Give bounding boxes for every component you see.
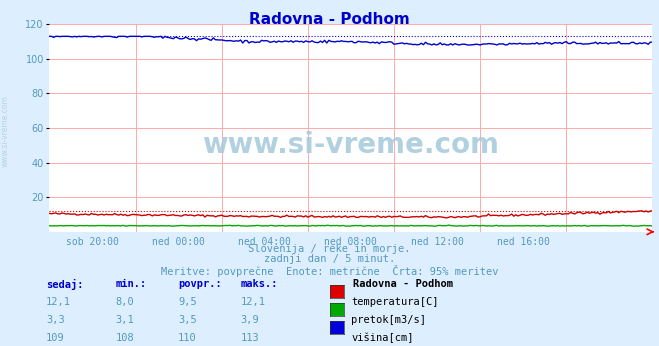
Text: ned 00:00: ned 00:00: [152, 237, 205, 247]
Text: Slovenija / reke in morje.: Slovenija / reke in morje.: [248, 244, 411, 254]
Text: sedaj:: sedaj:: [46, 279, 84, 290]
Text: www.si-vreme.com: www.si-vreme.com: [1, 95, 10, 167]
Text: 3,5: 3,5: [178, 315, 196, 325]
Text: ned 16:00: ned 16:00: [497, 237, 550, 247]
Text: 12,1: 12,1: [241, 297, 266, 307]
Text: 3,9: 3,9: [241, 315, 259, 325]
Text: 9,5: 9,5: [178, 297, 196, 307]
Text: 109: 109: [46, 333, 65, 343]
Text: višina[cm]: višina[cm]: [351, 333, 414, 343]
Text: 3,1: 3,1: [115, 315, 134, 325]
Text: temperatura[C]: temperatura[C]: [351, 297, 439, 307]
Text: ned 08:00: ned 08:00: [324, 237, 378, 247]
Text: povpr.:: povpr.:: [178, 279, 221, 289]
Text: 110: 110: [178, 333, 196, 343]
Text: 12,1: 12,1: [46, 297, 71, 307]
Text: 113: 113: [241, 333, 259, 343]
Text: Radovna - Podhom: Radovna - Podhom: [353, 279, 453, 289]
Text: Radovna - Podhom: Radovna - Podhom: [249, 12, 410, 27]
Text: ned 04:00: ned 04:00: [239, 237, 291, 247]
Text: maks.:: maks.:: [241, 279, 278, 289]
Text: pretok[m3/s]: pretok[m3/s]: [351, 315, 426, 325]
Text: sob 20:00: sob 20:00: [66, 237, 119, 247]
Text: min.:: min.:: [115, 279, 146, 289]
Text: Meritve: povprečne  Enote: metrične  Črta: 95% meritev: Meritve: povprečne Enote: metrične Črta:…: [161, 265, 498, 277]
Text: www.si-vreme.com: www.si-vreme.com: [202, 131, 500, 158]
Text: 108: 108: [115, 333, 134, 343]
Text: 8,0: 8,0: [115, 297, 134, 307]
Text: zadnji dan / 5 minut.: zadnji dan / 5 minut.: [264, 254, 395, 264]
Text: ned 12:00: ned 12:00: [411, 237, 463, 247]
Text: 3,3: 3,3: [46, 315, 65, 325]
